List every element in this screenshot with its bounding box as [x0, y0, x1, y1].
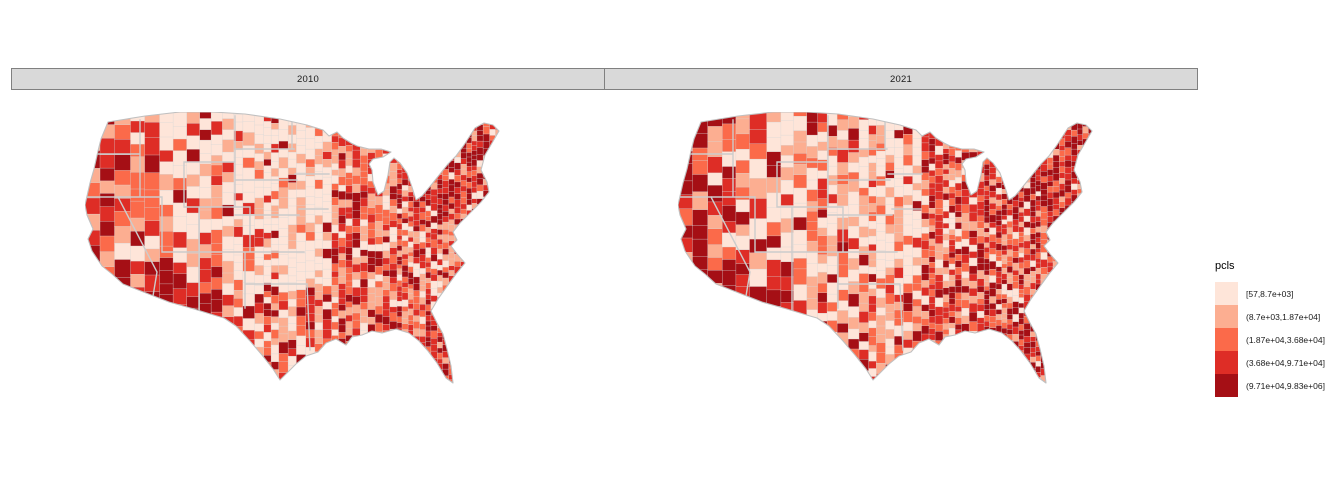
legend-item-label: (1.87e+04,3.68e+04] [1246, 334, 1325, 345]
legend-item: (3.68e+04,9.71e+04] [1215, 351, 1325, 374]
legend-swatch [1215, 328, 1238, 351]
legend-item: [57,8.7e+03] [1215, 282, 1325, 305]
legend-item: (9.71e+04,9.83e+06] [1215, 374, 1325, 397]
legend-item: (1.87e+04,3.68e+04] [1215, 328, 1325, 351]
us-county-map-2021 [678, 112, 1093, 384]
legend-item-label: (8.7e+03,1.87e+04] [1246, 311, 1321, 322]
legend: pcls [57,8.7e+03] (8.7e+03,1.87e+04] (1.… [1215, 260, 1325, 397]
legend-item-label: (9.71e+04,9.83e+06] [1246, 380, 1325, 391]
legend-swatch [1215, 305, 1238, 328]
facet-strip-label: 2010 [297, 73, 319, 85]
legend-swatch [1215, 351, 1238, 374]
legend-swatch [1215, 282, 1238, 305]
legend-item-label: [57,8.7e+03] [1246, 288, 1294, 299]
facet-strip-2010: 2010 [11, 68, 605, 90]
facet-strip-2021: 2021 [604, 68, 1198, 90]
legend-item: (8.7e+03,1.87e+04] [1215, 305, 1325, 328]
legend-item-label: (3.68e+04,9.71e+04] [1246, 357, 1325, 368]
legend-title: pcls [1215, 260, 1235, 272]
us-county-map-2010 [85, 112, 500, 384]
facet-strip-label: 2021 [890, 73, 912, 85]
legend-swatch [1215, 374, 1238, 397]
facet-strip-row: 2010 2021 [11, 68, 1198, 90]
